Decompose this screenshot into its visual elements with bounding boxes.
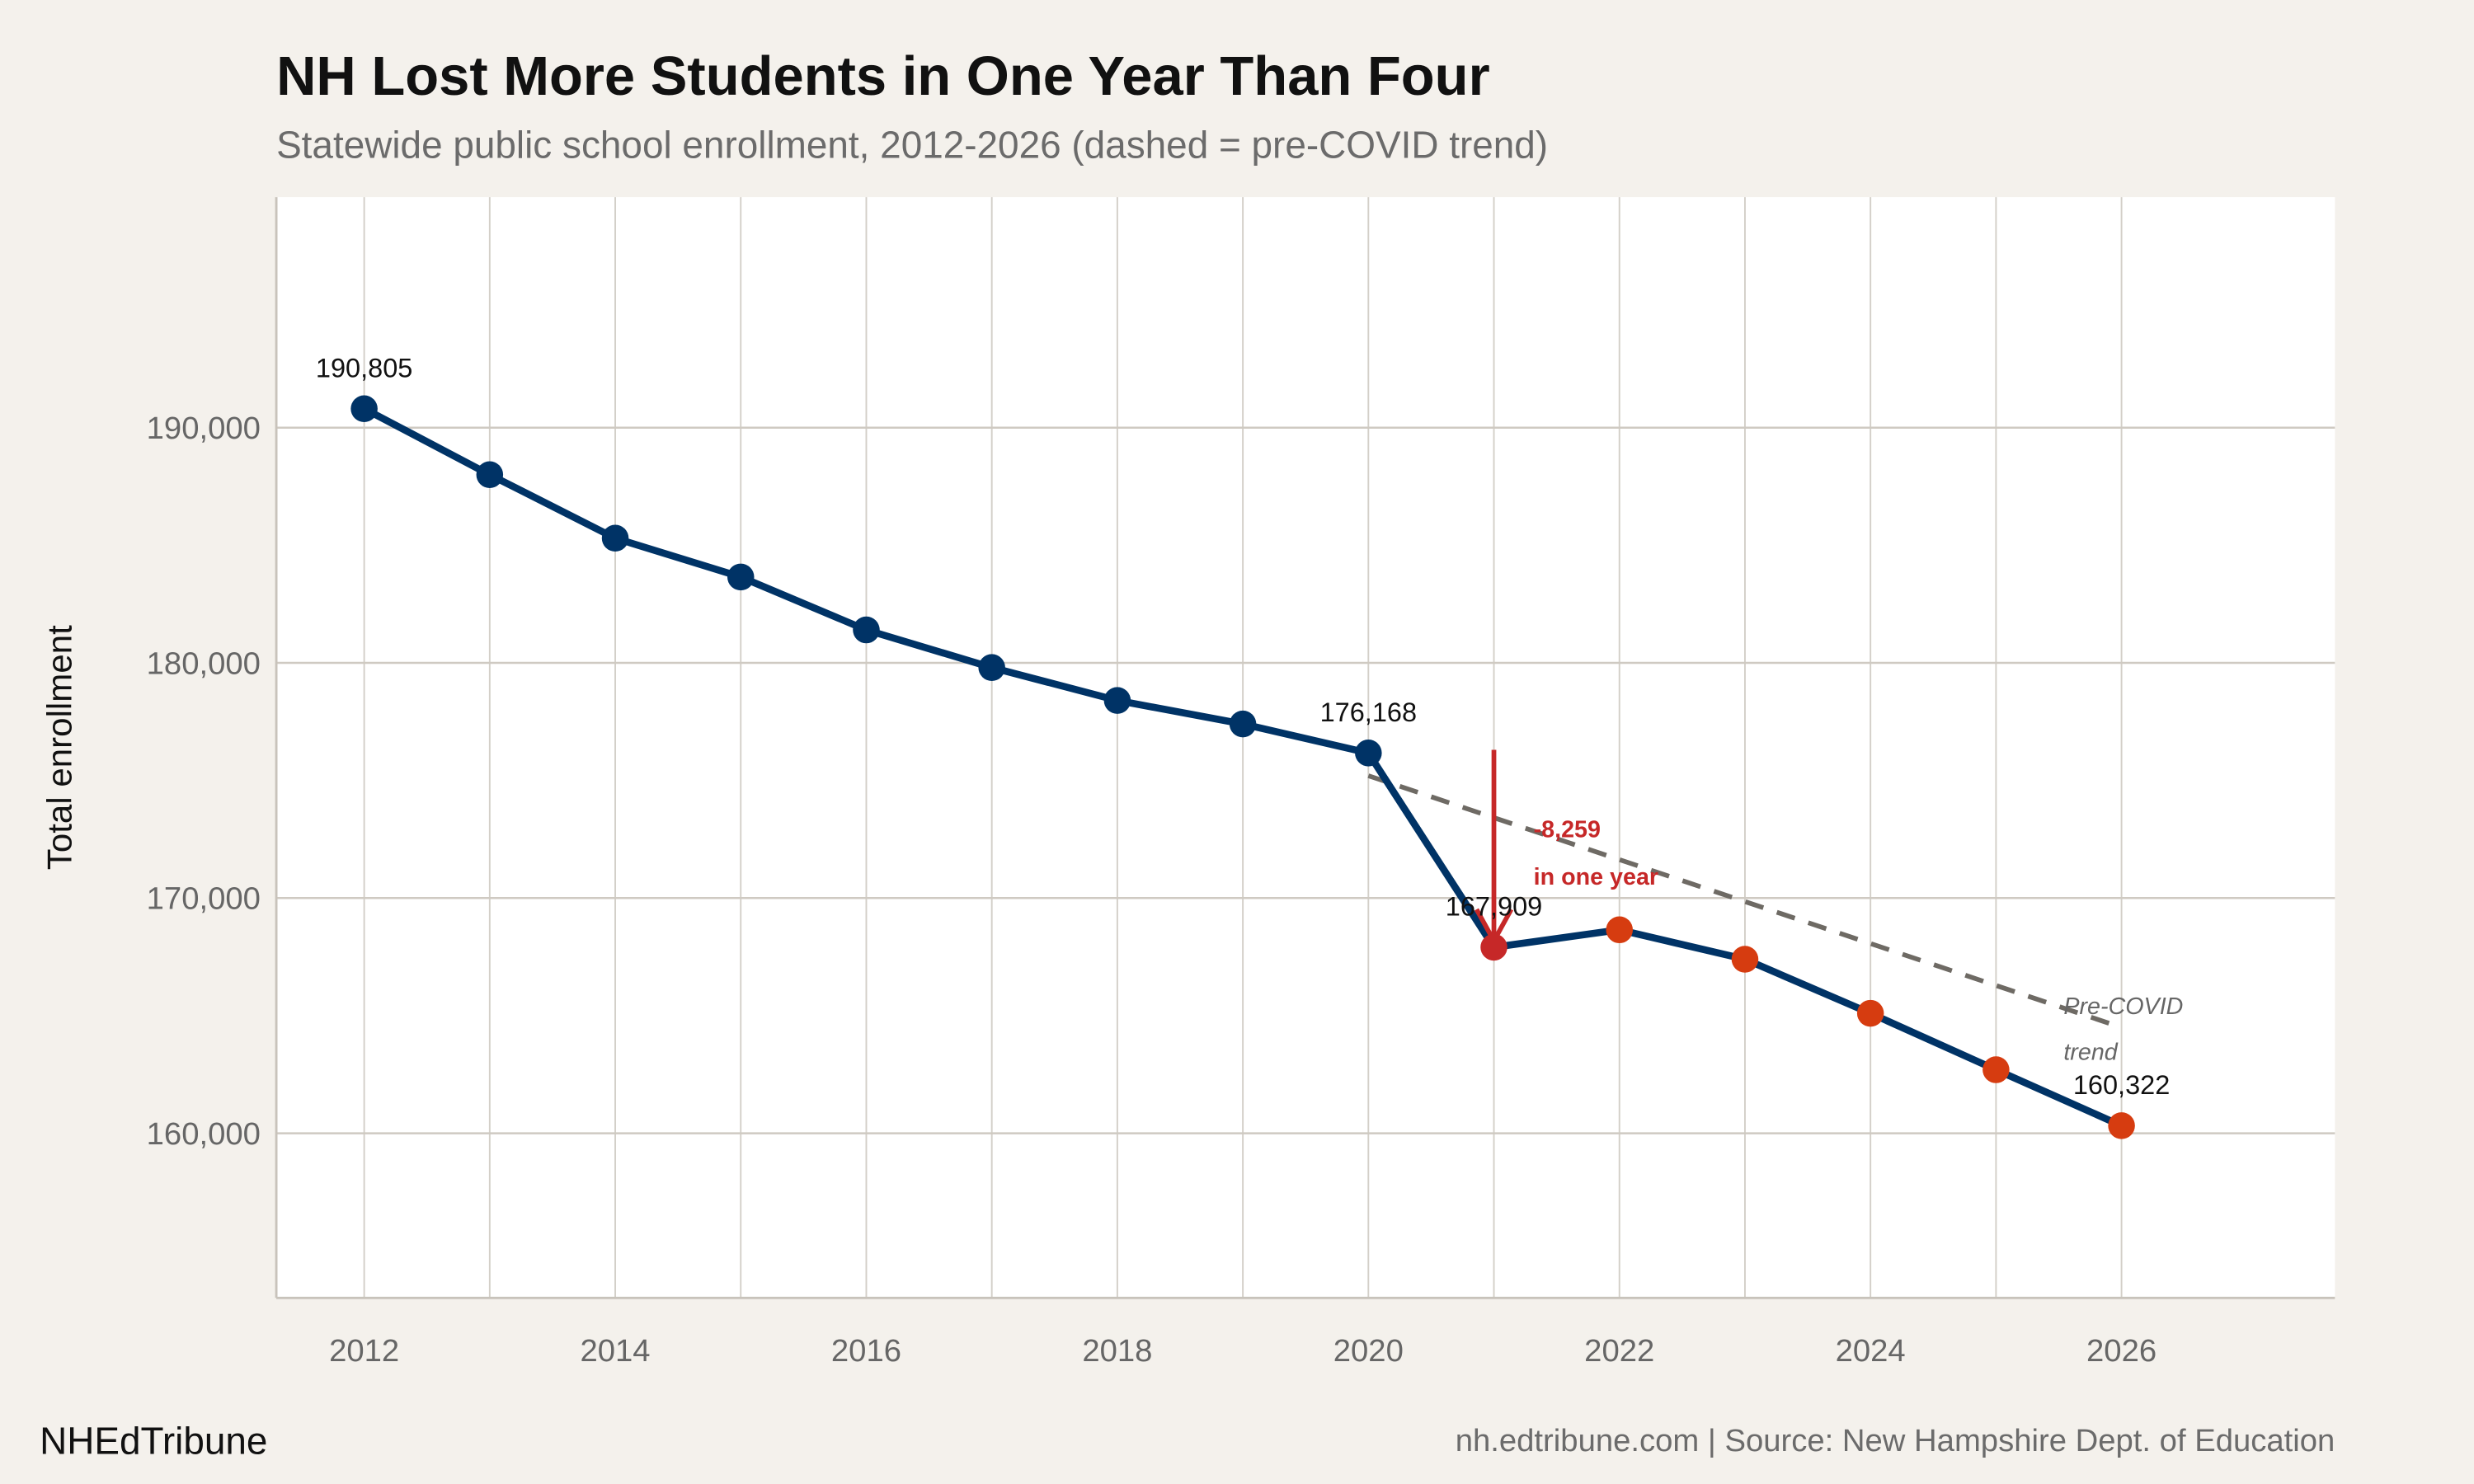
- x-tick-label: 2012: [329, 1333, 399, 1369]
- y-tick-label: 180,000: [147, 646, 261, 681]
- data-point: [1606, 916, 1633, 944]
- x-axis-ticks: 2012 2014 2016 2018 2020 2022 2024 2026: [329, 1333, 2157, 1369]
- data-point: [350, 395, 378, 422]
- data-point: [978, 654, 1005, 681]
- y-tick-label: 160,000: [147, 1116, 261, 1152]
- data-point: [1856, 999, 1884, 1027]
- x-tick-label: 2022: [1584, 1333, 1654, 1369]
- y-tick-label: 170,000: [147, 881, 261, 917]
- x-tick-label: 2026: [2086, 1333, 2157, 1369]
- data-point: [1103, 687, 1131, 714]
- data-point: [1480, 933, 1507, 961]
- data-point: [1229, 710, 1257, 738]
- x-tick-label: 2024: [1836, 1333, 1906, 1369]
- chart-subtitle: Statewide public school enrollment, 2012…: [276, 123, 1548, 166]
- source-caption: nh.edtribune.com | Source: New Hampshire…: [1456, 1423, 2335, 1458]
- data-point: [601, 524, 629, 552]
- drop-annotation: -8,259 in one year: [1534, 817, 1658, 890]
- y-tick-label: 190,000: [147, 411, 261, 446]
- y-axis-ticks: 160,000 170,000 180,000 190,000: [147, 411, 261, 1152]
- data-label: 176,168: [1320, 697, 1417, 727]
- data-label: 160,322: [2073, 1070, 2170, 1100]
- chart-title: NH Lost More Students in One Year Than F…: [276, 45, 1490, 107]
- brand-label: NHEdTribune: [40, 1420, 267, 1463]
- data-point: [1731, 946, 1759, 973]
- plot-panel: [276, 197, 2335, 1298]
- x-tick-label: 2014: [580, 1333, 650, 1369]
- data-label: 190,805: [316, 353, 412, 383]
- data-point: [1982, 1056, 2010, 1083]
- data-point: [853, 616, 880, 644]
- trend-label-line1: Pre-COVID: [2063, 993, 2183, 1020]
- x-tick-label: 2016: [831, 1333, 901, 1369]
- data-label: 167,909: [1446, 892, 1542, 922]
- drop-annotation-value: -8,259: [1534, 817, 1601, 843]
- data-point: [2108, 1112, 2135, 1139]
- y-axis-label: Total enrollment: [40, 625, 78, 870]
- x-tick-label: 2018: [1082, 1333, 1152, 1369]
- data-point: [727, 563, 755, 591]
- chart-marks: 190,805 176,168 167,909 160,322: [316, 353, 2170, 1139]
- data-point: [476, 461, 504, 489]
- gridlines: [276, 197, 2335, 1298]
- x-tick-label: 2020: [1333, 1333, 1404, 1369]
- data-point: [1355, 740, 1382, 767]
- trend-label-line2: trend: [2063, 1039, 2118, 1065]
- trend-label: Pre-COVID trend: [2063, 993, 2183, 1065]
- drop-annotation-text: in one year: [1534, 864, 1658, 890]
